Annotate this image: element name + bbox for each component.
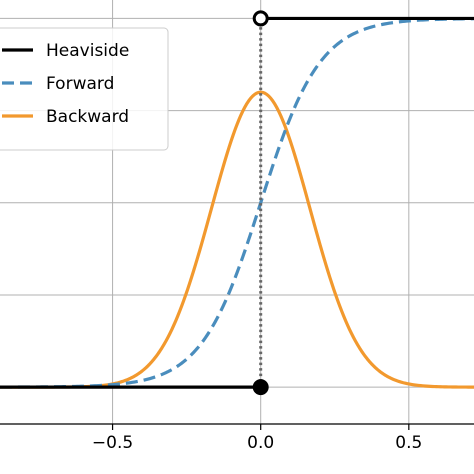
- x-tick-labels: −0.5 0.0 0.5: [92, 433, 422, 453]
- x-tick-label: 0.0: [247, 433, 274, 453]
- heaviside-filled-marker: [252, 379, 269, 396]
- legend-box: [0, 27, 169, 151]
- legend-label-backward: Backward: [46, 107, 129, 127]
- legend: Heaviside Forward Backward: [0, 27, 169, 151]
- x-tick-label: −0.5: [92, 433, 133, 453]
- x-tick-label: 0.5: [395, 433, 422, 453]
- legend-label-forward: Forward: [46, 74, 114, 94]
- marker-layer: [252, 10, 269, 396]
- axes: [0, 423, 474, 430]
- legend-label-heaviside: Heaviside: [46, 41, 129, 61]
- series-layer: [0, 16, 474, 389]
- heaviside-open-marker: [252, 10, 269, 27]
